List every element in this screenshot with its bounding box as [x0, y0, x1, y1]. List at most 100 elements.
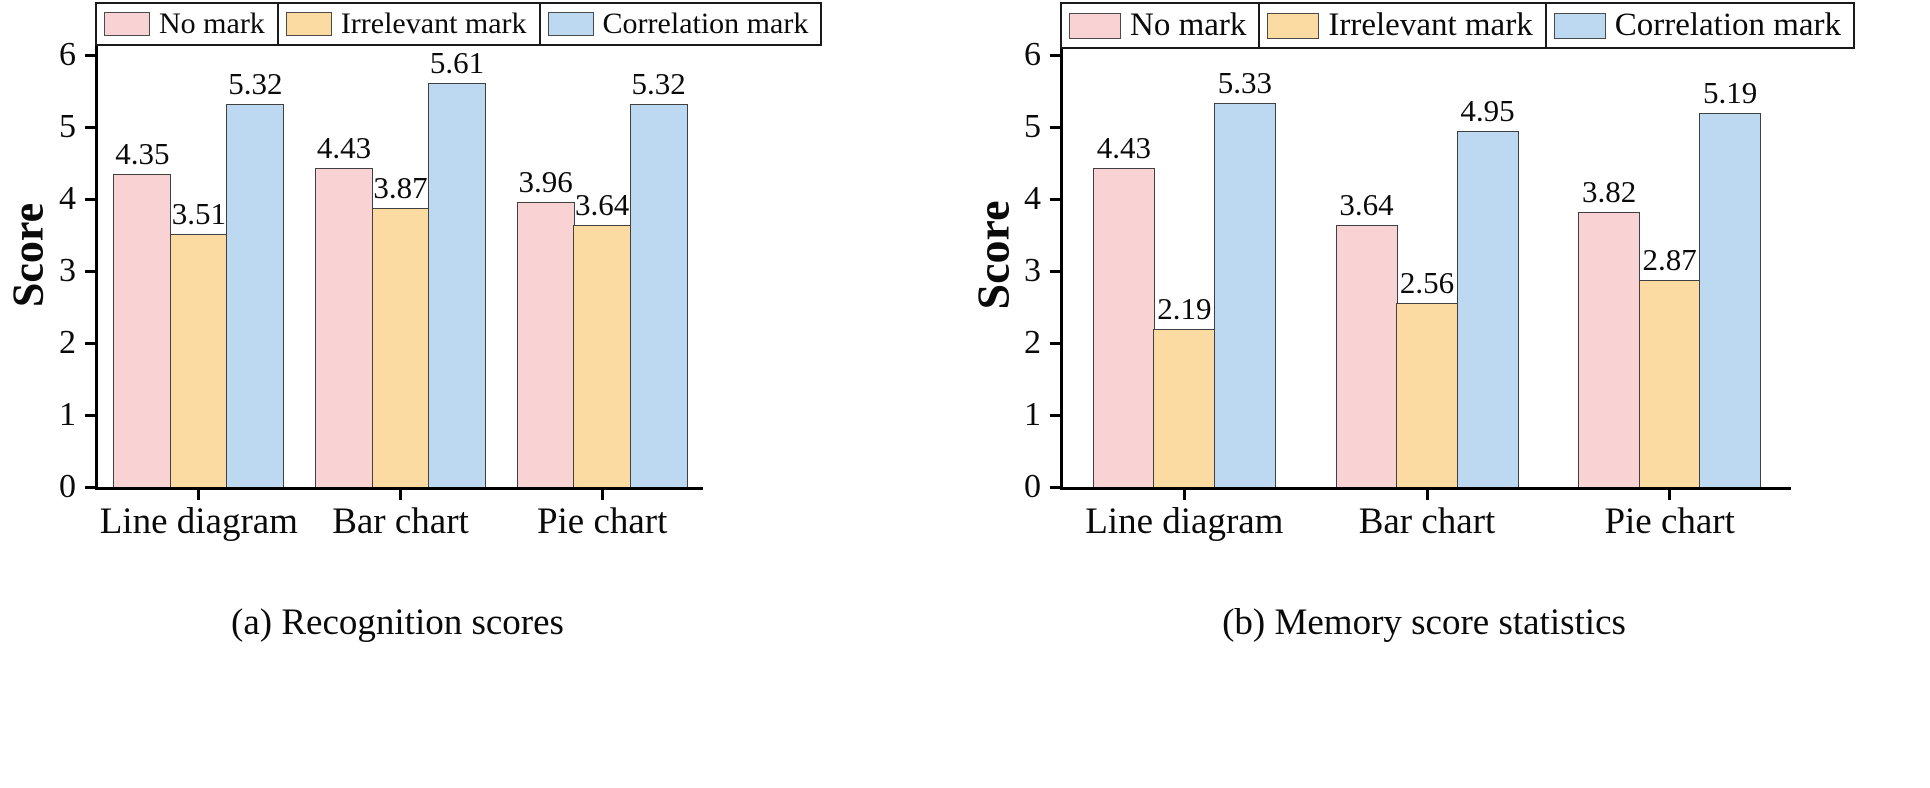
x-labels-row: Line diagram Bar chart Pie chart [1063, 501, 1791, 543]
x-ticks-row [98, 487, 703, 500]
x-tick-mark [600, 490, 604, 500]
x-tick-label: Line diagram [1085, 501, 1284, 542]
correlation-mark-swatch [547, 12, 594, 36]
bar-value-label: 3.82 [1582, 173, 1637, 209]
no-mark-swatch [1069, 12, 1121, 39]
bar-irrelevant-mark-line-diagram: 3.51 [169, 197, 228, 487]
x-tick-label: Bar chart [1358, 501, 1496, 542]
x-labels-row: Line diagram Bar chart Pie chart [98, 501, 703, 543]
chart-caption-memory: (b) Memory score statistics [1222, 602, 1626, 643]
bar-irrelevant-mark-bar-chart: 3.87 [371, 171, 430, 487]
irrelevant-mark-swatch [285, 12, 332, 36]
legend-label: Correlation mark [602, 7, 809, 40]
bars-row: 4.35 3.51 5.32 4.43 3.87 5.61 3.96 3.64 5.32 [98, 12, 703, 487]
y-tick-label: 3 [59, 252, 76, 289]
plot-area: 0 1 2 3 4 5 6 4.35 3.51 5.32 4.43 3.87 5.61 3.96 3.64 5… [59, 12, 703, 542]
bar-value-label: 4.43 [316, 130, 372, 166]
legend-item-irrelevant-mark: Irrelevant mark [1258, 2, 1547, 49]
bar-correlation-mark-pie-chart: 5.19 [1699, 76, 1762, 487]
chart-panel-recognition: No mark Irrelevant mark Correlation mark Sc… [4, 2, 823, 643]
correlation-mark-swatch [1553, 12, 1606, 39]
bar-value-label: 5.32 [228, 65, 283, 101]
y-tick-mark [85, 413, 95, 417]
legend-item-correlation-mark: Correlation mark [538, 2, 823, 46]
bar-no-mark-pie-chart: 3.82 [1578, 175, 1641, 487]
bar-no-mark-line-diagram: 4.35 [113, 137, 172, 487]
x-tick-label: Bar chart [332, 501, 469, 542]
bar-irrelevant-mark-pie-chart: 3.64 [573, 188, 632, 487]
x-tick-cell [300, 487, 502, 500]
y-tick-mark [85, 125, 95, 129]
y-tick-label: 5 [1024, 108, 1041, 145]
y-tick-label: 4 [59, 180, 76, 217]
bar-value-label: 3.87 [373, 170, 428, 206]
bar-value-label: 5.33 [1217, 65, 1272, 101]
x-label-cell-bar-chart: Bar chart [1306, 501, 1549, 543]
bars-row: 4.43 2.19 5.33 3.64 2.56 4.95 3.82 2.87 5.19 [1063, 12, 1791, 487]
x-tick-cell [1306, 487, 1549, 500]
chart-caption-recognition: (a) Recognition scores [231, 602, 564, 643]
x-label-cell-pie-chart: Pie chart [1548, 501, 1791, 543]
x-tick-label: Pie chart [536, 501, 668, 542]
bar-value-label: 2.56 [1399, 264, 1455, 300]
bar-group-bar-chart: 3.64 2.56 4.95 [1306, 94, 1549, 487]
bar-group-bar-chart: 4.43 3.87 5.61 [300, 46, 502, 487]
bar-value-label: 2.19 [1157, 291, 1212, 327]
bar-correlation-mark-pie-chart: 5.32 [629, 67, 688, 487]
bar-correlation-mark-bar-chart: 5.61 [428, 46, 486, 487]
plot-area: 0 1 2 3 4 5 6 4.43 2.19 5.33 3.64 2.56 4.95 3.82 2.87 5… [1024, 12, 1791, 542]
x-label-cell-line-diagram: Line diagram [1063, 501, 1306, 543]
y-tick-mark [85, 53, 95, 57]
x-tick-cell [501, 487, 703, 500]
bar-value-label: 2.87 [1642, 242, 1697, 278]
bar-group-line-diagram: 4.43 2.19 5.33 [1063, 66, 1306, 487]
x-tick-mark [1182, 490, 1186, 500]
y-tick-mark [1050, 269, 1060, 273]
legend-label: Irrelevant mark [340, 7, 527, 40]
bar-correlation-mark-line-diagram: 5.32 [226, 67, 285, 487]
bar-value-label: 3.96 [518, 163, 573, 199]
bar-no-mark-pie-chart: 3.96 [516, 165, 575, 487]
bar-value-label: 5.32 [631, 65, 686, 101]
bar-value-label: 4.95 [1460, 92, 1515, 128]
bar-correlation-mark-bar-chart: 4.95 [1456, 94, 1519, 487]
y-tick-label: 4 [1024, 180, 1041, 217]
y-tick-mark [1050, 125, 1060, 129]
legend: No mark Irrelevant mark Correlation mark [1060, 2, 1856, 49]
y-tick-label: 0 [1024, 468, 1041, 505]
chart-canvas-recognition: No mark Irrelevant mark Correlation mark Sc… [4, 2, 823, 542]
x-label-cell-line-diagram: Line diagram [98, 501, 300, 543]
y-tick-label: 2 [1024, 324, 1041, 361]
y-tick-mark [1050, 485, 1060, 489]
y-tick-mark [1050, 341, 1060, 345]
legend-label: Irrelevant mark [1328, 7, 1533, 43]
y-tick-mark [1050, 197, 1060, 201]
x-tick-cell [1063, 487, 1306, 500]
y-tick-label: 0 [59, 468, 76, 505]
x-tick-mark [1668, 490, 1672, 500]
bar-value-label: 3.64 [1339, 186, 1394, 222]
x-tick-mark [1425, 490, 1429, 500]
x-tick-mark [399, 490, 402, 500]
x-ticks-row [1063, 487, 1791, 500]
bar-value-label: 5.19 [1703, 75, 1758, 111]
bar-value-label: 5.61 [429, 45, 485, 81]
no-mark-swatch [104, 12, 150, 36]
y-tick-mark [85, 485, 95, 489]
legend-item-irrelevant-mark: Irrelevant mark [276, 2, 541, 46]
bar-group-pie-chart: 3.96 3.64 5.32 [501, 67, 703, 487]
legend: No mark Irrelevant mark Correlation mark [95, 2, 823, 46]
bar-group-pie-chart: 3.82 2.87 5.19 [1548, 76, 1791, 487]
x-tick-cell [98, 487, 300, 500]
x-label-cell-bar-chart: Bar chart [300, 501, 502, 543]
irrelevant-mark-swatch [1267, 12, 1320, 39]
chart-canvas-memory: No mark Irrelevant mark Correlation mark Sc… [965, 0, 1930, 788]
bar-value-label: 3.51 [171, 196, 226, 232]
x-tick-mark [197, 490, 201, 500]
legend-item-no-mark: No mark [1060, 2, 1261, 49]
y-tick-mark [85, 269, 95, 273]
bar-no-mark-bar-chart: 3.64 [1335, 188, 1398, 487]
bar-correlation-mark-line-diagram: 5.33 [1213, 66, 1276, 487]
legend-label: No mark [1130, 7, 1247, 43]
